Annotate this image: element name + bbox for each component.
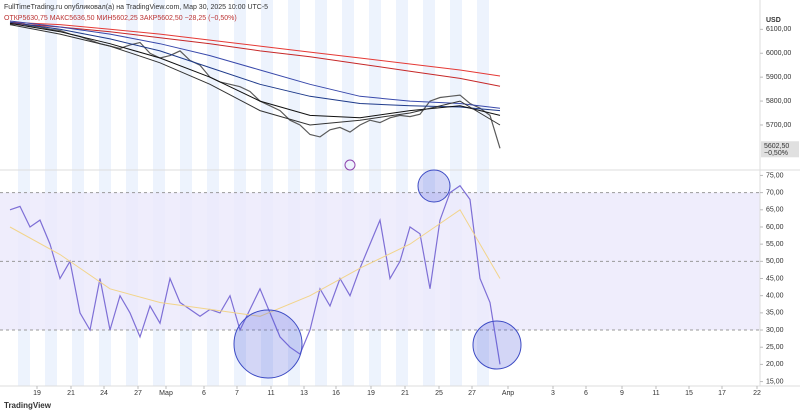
x-tick-label: 27 <box>134 390 142 397</box>
x-tick-label: 13 <box>300 390 308 397</box>
x-tick-label: 6 <box>202 390 206 397</box>
x-tick-label: 11 <box>652 390 659 397</box>
y-tick-label: 55,00 <box>766 241 784 248</box>
series-line <box>9 184 501 365</box>
x-tick-label: 7 <box>235 390 239 397</box>
x-tick-label: 16 <box>332 390 340 397</box>
series-line <box>9 21 501 77</box>
annotation-circle <box>417 169 451 203</box>
y-tick-label: 70,00 <box>766 189 784 196</box>
x-tick-label: 24 <box>100 390 108 397</box>
y-tick-label: 75,00 <box>766 172 784 179</box>
y-tick-label: 6000,00 <box>766 50 791 57</box>
y-tick-label: 40,00 <box>766 293 784 300</box>
x-tick-label: 11 <box>267 390 274 397</box>
x-tick-label: 21 <box>401 390 409 397</box>
y-tick-label: 20,00 <box>766 361 784 368</box>
y-tick-label: 65,00 <box>766 207 784 214</box>
y-tick-label: 25,00 <box>766 344 784 351</box>
last-change-label: −0,50% <box>764 150 788 157</box>
annotation-circle <box>233 309 303 379</box>
series-line <box>9 209 501 317</box>
annotation-circle <box>472 320 522 370</box>
x-tick-label: 22 <box>753 390 761 397</box>
ohlc-line: ОТКР5630,75 МАКС5636,50 МИН5602,25 ЗАКР5… <box>4 15 237 22</box>
y-tick-label: 5800,00 <box>766 98 791 105</box>
currency-label: USD <box>766 17 781 24</box>
series-line <box>9 22 501 87</box>
series-line <box>9 21 501 112</box>
series-line <box>9 22 501 149</box>
y-tick-label: 45,00 <box>766 275 784 282</box>
y-tick-label: 60,00 <box>766 224 784 231</box>
x-tick-label: 25 <box>435 390 443 397</box>
y-tick-label: 6100,00 <box>766 26 791 33</box>
y-tick-label: 5700,00 <box>766 122 791 129</box>
series-line <box>9 20 501 109</box>
y-tick-label: 30,00 <box>766 327 784 334</box>
logo: TradingView <box>4 401 52 410</box>
last-price-label: 5602,50 <box>764 143 789 150</box>
x-tick-label: 27 <box>468 390 476 397</box>
y-tick-label: 50,00 <box>766 258 784 265</box>
x-tick-label: 9 <box>620 390 624 397</box>
x-tick-label: 3 <box>551 390 555 397</box>
event-icon <box>344 159 356 171</box>
x-tick-label: 19 <box>33 390 41 397</box>
x-tick-label: 6 <box>584 390 588 397</box>
y-tick-label: 15,00 <box>766 378 784 385</box>
x-tick-label: Апр <box>502 390 514 397</box>
series-line <box>9 24 501 126</box>
last-price-box <box>761 141 799 158</box>
x-tick-label: 21 <box>67 390 75 397</box>
plot-area <box>0 20 760 365</box>
x-tick-label: 17 <box>718 390 726 397</box>
x-tick-label: 15 <box>685 390 693 397</box>
publisher-line: FullTimeTrading.ru опубликовал(а) на Tra… <box>4 3 268 11</box>
x-tick-label: Мар <box>159 390 173 397</box>
y-tick-label: 35,00 <box>766 310 784 317</box>
x-tick-label: 19 <box>367 390 375 397</box>
y-tick-label: 5900,00 <box>766 74 791 81</box>
